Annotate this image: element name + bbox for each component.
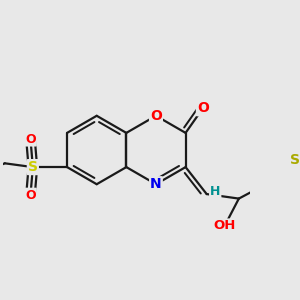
Text: O: O: [25, 189, 36, 202]
Text: H: H: [210, 185, 220, 198]
Text: O: O: [197, 101, 209, 115]
Text: O: O: [150, 109, 162, 123]
Text: S: S: [290, 153, 300, 167]
Text: OH: OH: [213, 220, 236, 232]
Text: S: S: [28, 160, 38, 174]
Text: O: O: [25, 133, 36, 146]
Text: N: N: [150, 177, 162, 191]
